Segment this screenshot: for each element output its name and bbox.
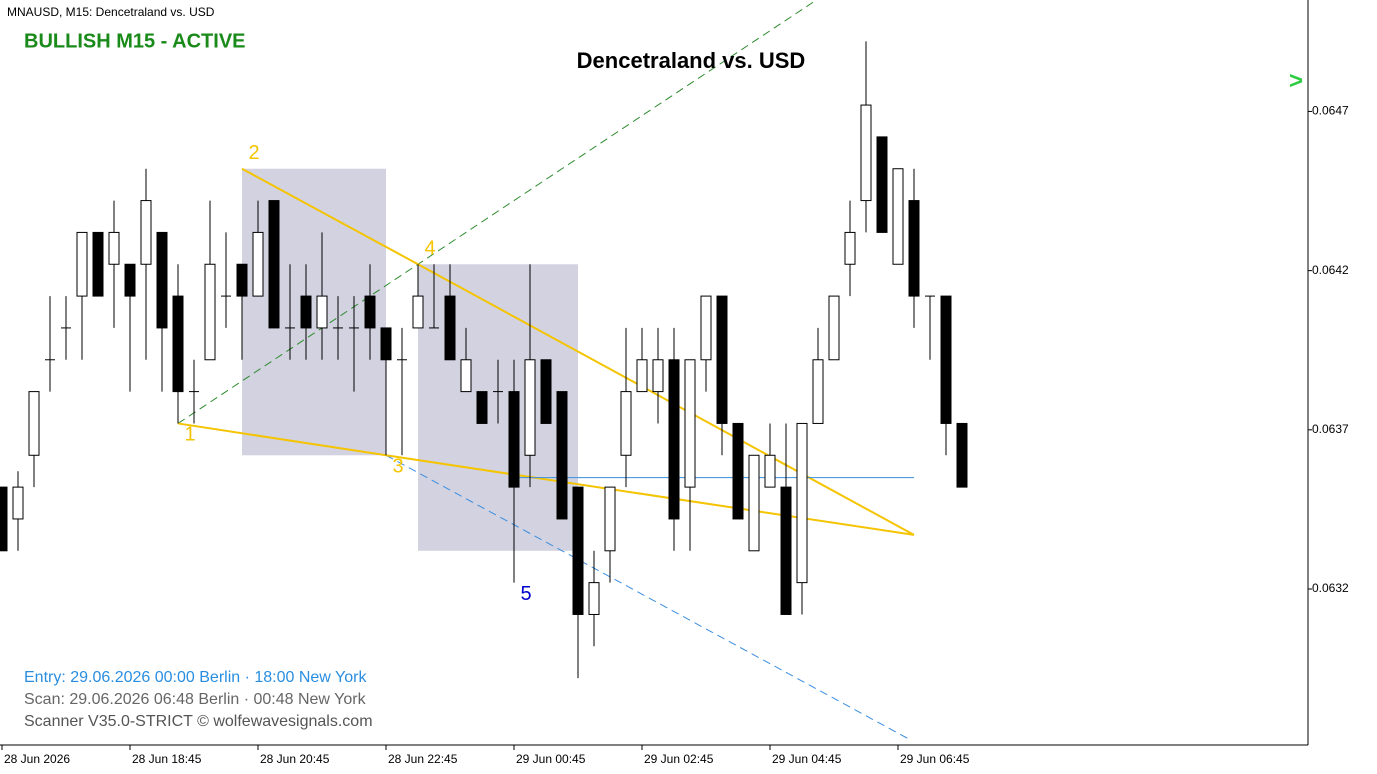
candle-body bbox=[908, 200, 920, 297]
x-tick-label: 29 Jun 02:45 bbox=[644, 752, 714, 766]
candle-body bbox=[156, 231, 168, 329]
candle-body bbox=[556, 391, 568, 520]
y-tick-label: 0.0642 bbox=[1312, 263, 1349, 277]
wave-label: 1 bbox=[184, 424, 195, 446]
candle-body bbox=[12, 486, 24, 520]
footer-text: Scanner V35.0-STRICT © wolfewavesignals.… bbox=[24, 713, 373, 730]
candle-body bbox=[92, 231, 104, 297]
wave-label: 2 bbox=[248, 142, 259, 164]
y-tick-label: 0.0632 bbox=[1312, 581, 1349, 595]
candle-body bbox=[572, 486, 584, 615]
candle-body bbox=[620, 391, 632, 456]
candle-body bbox=[764, 454, 776, 488]
candle-body bbox=[236, 263, 248, 297]
candle-body bbox=[204, 263, 216, 361]
candle-body bbox=[172, 295, 184, 393]
candle-body bbox=[700, 295, 712, 361]
wave-line-3-5 bbox=[385, 454, 908, 739]
wave-label: 5 bbox=[520, 583, 531, 605]
x-tick-label: 29 Jun 06:45 bbox=[900, 752, 970, 766]
candle-body bbox=[860, 104, 872, 202]
candle-body bbox=[140, 200, 152, 265]
x-tick-label: 29 Jun 04:45 bbox=[772, 752, 842, 766]
x-tick-label: 28 Jun 2026 bbox=[4, 752, 70, 766]
candle-body bbox=[412, 295, 424, 329]
candle-body bbox=[812, 359, 824, 424]
candle-body bbox=[508, 391, 520, 488]
candle-body bbox=[940, 295, 952, 424]
x-tick-label: 29 Jun 00:45 bbox=[516, 752, 586, 766]
x-tick-label: 28 Jun 18:45 bbox=[132, 752, 202, 766]
candle-body bbox=[828, 295, 840, 361]
scan-text: Scan: 29.06.2026 06:48 Berlin · 00:48 Ne… bbox=[24, 691, 367, 708]
wave-line-1-4 bbox=[177, 0, 817, 424]
candle-body bbox=[652, 359, 664, 393]
candle-body bbox=[0, 486, 8, 552]
candle-body bbox=[588, 582, 600, 615]
candle-body bbox=[476, 391, 488, 424]
candle-body bbox=[732, 422, 744, 520]
wave-label: 4 bbox=[424, 238, 435, 260]
candle-body bbox=[956, 422, 968, 488]
candle-body bbox=[252, 231, 264, 297]
candle-body bbox=[524, 359, 536, 456]
candle-body bbox=[76, 231, 88, 297]
candle-body bbox=[636, 359, 648, 393]
candle-body bbox=[684, 359, 696, 488]
candle-body bbox=[460, 359, 472, 393]
candle-body bbox=[300, 295, 312, 329]
candle-body bbox=[716, 295, 728, 424]
candle-body bbox=[748, 454, 760, 552]
candle-body bbox=[316, 295, 328, 329]
wave-label: 3 bbox=[392, 456, 403, 478]
candle-body bbox=[108, 231, 120, 265]
x-tick-label: 28 Jun 20:45 bbox=[260, 752, 330, 766]
header: MNAUSD, M15: Dencetraland vs. USD bbox=[7, 5, 215, 19]
x-tick-label: 28 Jun 22:45 bbox=[388, 752, 458, 766]
chart-title: Dencetraland vs. USD bbox=[577, 48, 806, 73]
candle-body bbox=[444, 295, 456, 361]
candle-body bbox=[28, 391, 40, 456]
entry-text: Entry: 29.06.2026 00:00 Berlin · 18:00 N… bbox=[24, 669, 367, 686]
candle-body bbox=[604, 486, 616, 552]
y-tick-label: 0.0647 bbox=[1312, 104, 1349, 118]
zone bbox=[242, 168, 386, 456]
candle-body bbox=[876, 136, 888, 233]
candle-body bbox=[844, 231, 856, 265]
candle-body bbox=[380, 327, 392, 361]
candle-body bbox=[892, 168, 904, 265]
candle-body bbox=[796, 422, 808, 584]
status: BULLISH M15 - ACTIVE bbox=[24, 30, 246, 52]
candle-body bbox=[268, 200, 280, 329]
candle-body bbox=[780, 486, 792, 615]
candle-body bbox=[124, 263, 136, 297]
candle-body bbox=[364, 295, 376, 329]
candle-body bbox=[668, 359, 680, 520]
y-tick-label: 0.0637 bbox=[1312, 422, 1349, 436]
signal-marker: > bbox=[1289, 67, 1303, 94]
candle-body bbox=[540, 359, 552, 424]
